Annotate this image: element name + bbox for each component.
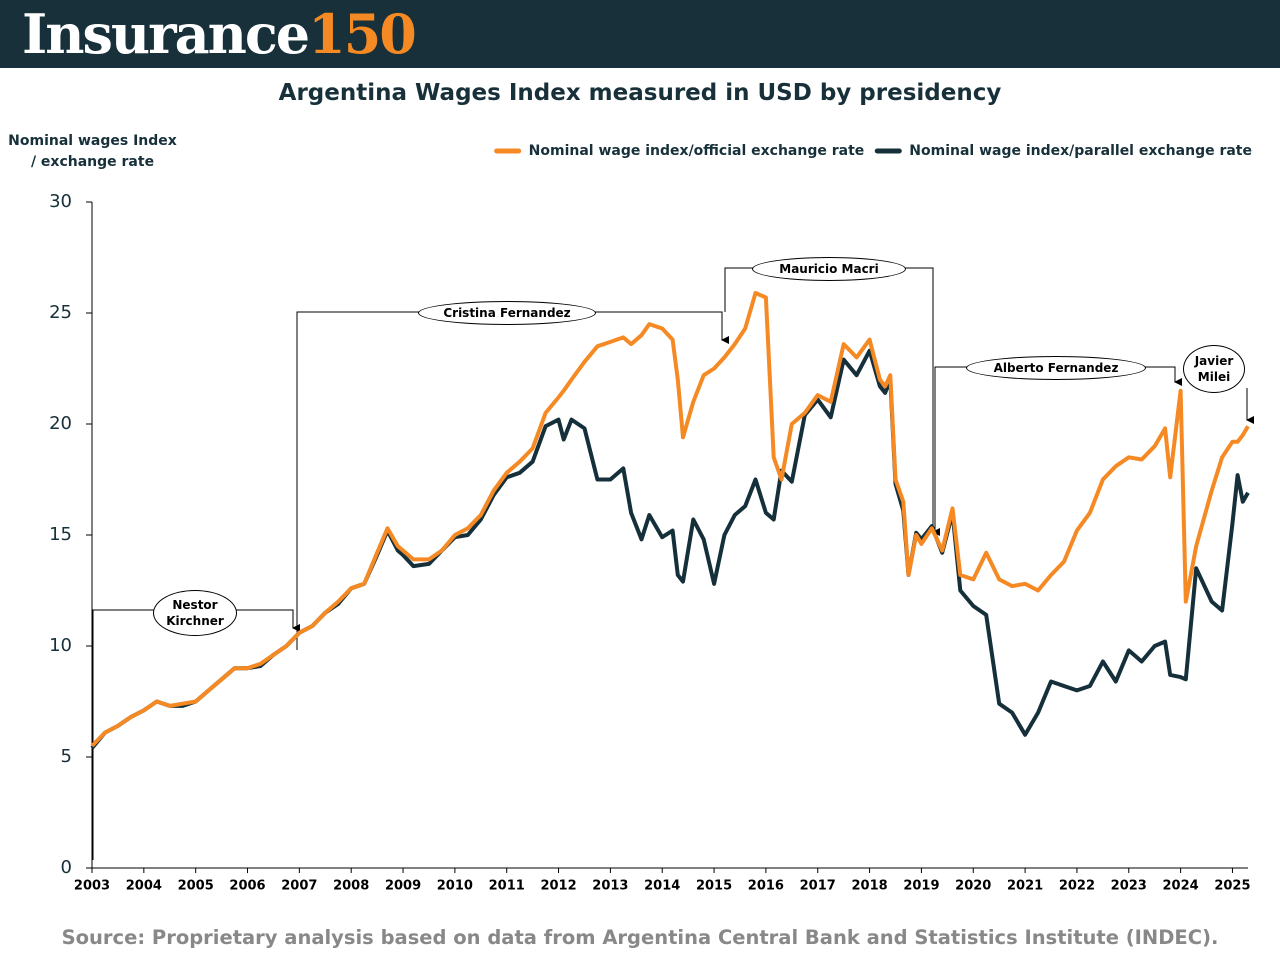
annotation: Mauricio Macri [752, 257, 906, 281]
x-tick-label: 2025 [1214, 879, 1250, 894]
x-tick-label: 2004 [126, 879, 162, 894]
y-tick-label: 0 [61, 857, 72, 878]
x-tick-label: 2013 [592, 879, 628, 894]
x-tick-label: 2020 [955, 879, 991, 894]
annotation: Cristina Fernandez [418, 301, 596, 325]
y-tick-label: 10 [49, 635, 72, 656]
legend-label: Nominal wage index/parallel exchange rat… [909, 143, 1252, 159]
x-tick-label: 2023 [1111, 879, 1147, 894]
brand-number: 150 [308, 2, 417, 66]
x-tick-label: 2014 [644, 879, 680, 894]
x-tick-label: 2019 [903, 879, 939, 894]
x-tick-label: 2012 [540, 879, 576, 894]
bracket [92, 609, 300, 860]
x-tick-label: 2016 [748, 879, 784, 894]
brand-text: Insurance [22, 2, 310, 66]
x-tick-label: 2009 [385, 879, 421, 894]
y-tick-label: 25 [49, 302, 72, 323]
y-tick-label: 15 [49, 524, 72, 545]
legend-label: Nominal wage index/official exchange rat… [529, 143, 865, 159]
bracket [296, 311, 729, 650]
y-axis-label: Nominal wages Index / exchange rate [8, 133, 177, 170]
annotation: Alberto Fernandez [966, 356, 1146, 380]
source: Source: Proprietary analysis based on da… [61, 926, 1219, 949]
x-tick-label: 2015 [696, 879, 732, 894]
annotation: Javier Milei [1183, 345, 1245, 393]
bracket [934, 366, 1182, 535]
x-tick-label: 2010 [437, 879, 473, 894]
brand: Insurance150 [22, 0, 417, 68]
chart-title: Argentina Wages Index measured in USD by… [278, 80, 1002, 106]
x-tick-label: 2005 [178, 879, 214, 894]
x-tick-label: 2003 [74, 879, 110, 894]
x-tick-label: 2024 [1163, 879, 1199, 894]
y-tick-label: 5 [61, 746, 72, 767]
line-series [90, 348, 1250, 750]
x-tick-label: 2008 [333, 879, 369, 894]
y-tick-label: 30 [49, 191, 72, 212]
line-series [90, 291, 1250, 748]
x-tick-label: 2017 [800, 879, 836, 894]
x-tick-label: 2007 [281, 879, 317, 894]
y-tick-label: 20 [49, 413, 72, 434]
x-tick-label: 2006 [229, 879, 265, 894]
header: Insurance150 [0, 0, 1280, 68]
x-tick-label: 2011 [489, 879, 525, 894]
x-tick-label: 2018 [851, 879, 887, 894]
x-tick-label: 2022 [1059, 879, 1095, 894]
x-tick-label: 2021 [1007, 879, 1043, 894]
annotation: Nestor Kirchner [153, 590, 237, 636]
